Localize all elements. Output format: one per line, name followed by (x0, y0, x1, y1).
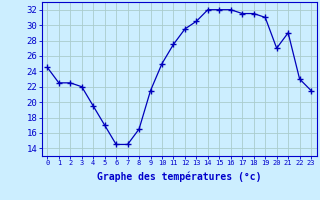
X-axis label: Graphe des températures (°c): Graphe des températures (°c) (97, 172, 261, 182)
